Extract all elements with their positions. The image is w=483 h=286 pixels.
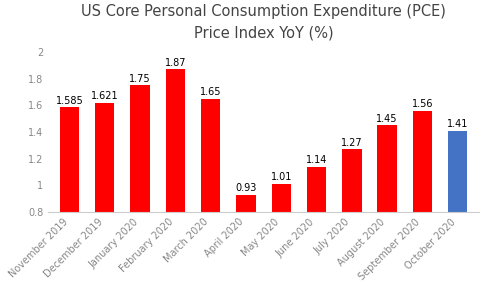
Bar bbox=[166, 69, 185, 286]
Bar bbox=[448, 131, 468, 286]
Text: 1.56: 1.56 bbox=[412, 99, 433, 109]
Bar bbox=[60, 108, 79, 286]
Text: 1.27: 1.27 bbox=[341, 138, 363, 148]
Text: 1.621: 1.621 bbox=[91, 91, 119, 101]
Bar bbox=[412, 111, 432, 286]
Text: 1.01: 1.01 bbox=[270, 172, 292, 182]
Text: 1.14: 1.14 bbox=[306, 155, 327, 165]
Bar bbox=[201, 99, 220, 286]
Text: 0.93: 0.93 bbox=[235, 183, 256, 193]
Text: 1.87: 1.87 bbox=[165, 58, 186, 68]
Bar bbox=[307, 167, 326, 286]
Text: 1.75: 1.75 bbox=[129, 74, 151, 84]
Text: 1.65: 1.65 bbox=[200, 87, 221, 97]
Bar bbox=[342, 149, 361, 286]
Bar bbox=[236, 195, 256, 286]
Bar bbox=[95, 103, 114, 286]
Bar bbox=[377, 126, 397, 286]
Bar bbox=[271, 184, 291, 286]
Title: US Core Personal Consumption Expenditure (PCE)
Price Index YoY (%): US Core Personal Consumption Expenditure… bbox=[81, 4, 446, 40]
Text: 1.41: 1.41 bbox=[447, 119, 469, 129]
Bar bbox=[130, 86, 150, 286]
Text: 1.45: 1.45 bbox=[376, 114, 398, 124]
Text: 1.585: 1.585 bbox=[56, 96, 84, 106]
